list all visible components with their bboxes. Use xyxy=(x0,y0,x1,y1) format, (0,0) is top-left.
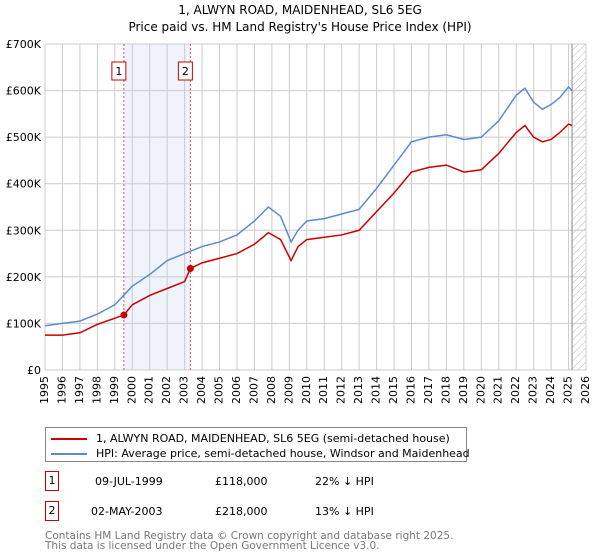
sale-price: £118,000 xyxy=(215,475,268,488)
x-tick-label: 2009 xyxy=(282,376,295,404)
footer: Contains HM Land Registry data © Crown c… xyxy=(45,530,454,552)
x-tick-label: 2003 xyxy=(178,376,191,404)
property-line xyxy=(45,123,573,336)
x-tick-label: 2007 xyxy=(247,376,260,404)
chart-subtitle: Price paid vs. HM Land Registry's House … xyxy=(128,20,471,34)
legend-swatch xyxy=(51,437,87,440)
sale-marker-label: 1 xyxy=(115,65,122,78)
x-tick-label: 2016 xyxy=(404,376,417,404)
legend-label: HPI: Average price, semi-detached house,… xyxy=(96,447,470,460)
x-tick-label: 2025 xyxy=(562,376,575,404)
x-tick-label: 2012 xyxy=(335,376,348,404)
price-chart: 1, ALWYN ROAD, MAIDENHEAD, SL6 5EG Price… xyxy=(6,3,592,404)
chart-title: 1, ALWYN ROAD, MAIDENHEAD, SL6 5EG xyxy=(178,3,422,17)
sale-point xyxy=(186,264,194,272)
y-tick-label: £100K xyxy=(6,317,42,330)
y-tick-label: £300K xyxy=(6,224,42,237)
sale-badge: 2 xyxy=(45,501,59,521)
x-tick-label: 1995 xyxy=(38,376,51,404)
sale-price: £218,000 xyxy=(215,505,268,518)
x-tick-label: 1996 xyxy=(55,376,68,404)
x-tick-label: 2010 xyxy=(300,376,313,404)
x-tick-label: 2000 xyxy=(125,376,138,404)
sale-date: 02-MAY-2003 xyxy=(91,505,163,518)
footer-licence: This data is licensed under the Open Gov… xyxy=(45,540,380,552)
footer-copyright: Contains HM Land Registry data © Crown c… xyxy=(45,530,454,542)
x-tick-label: 2019 xyxy=(457,376,470,404)
legend-item-property: 1, ALWYN ROAD, MAIDENHEAD, SL6 5EG (semi… xyxy=(51,432,450,445)
x-tick-label: 2021 xyxy=(492,376,505,404)
x-tick-label: 2023 xyxy=(527,376,540,404)
sale-marker-badge xyxy=(177,61,193,81)
hpi-line xyxy=(44,85,573,327)
x-tick-label: 2014 xyxy=(370,376,383,404)
x-tick-label: 2024 xyxy=(544,376,557,404)
x-tick-label: 2020 xyxy=(474,376,487,404)
x-tick-label: 2005 xyxy=(213,376,226,404)
sale-point xyxy=(120,311,128,319)
sale-date: 09-JUL-1999 xyxy=(95,475,163,488)
shaded-period xyxy=(123,44,191,370)
sale-marker-badge xyxy=(111,61,127,81)
x-tick-label: 1999 xyxy=(108,376,121,404)
y-tick-label: £200K xyxy=(6,271,42,284)
x-tick-label: 2018 xyxy=(439,376,452,404)
y-tick-label: £0 xyxy=(27,364,41,377)
sale-marker-label: 2 xyxy=(182,65,189,78)
legend-swatch xyxy=(51,452,87,455)
y-tick-label: £500K xyxy=(6,131,42,144)
y-tick-label: £700K xyxy=(6,38,42,51)
x-tick-label: 2011 xyxy=(317,376,330,404)
x-tick-label: 2001 xyxy=(143,376,156,404)
x-tick-label: 1997 xyxy=(73,376,86,404)
sale-hpi-diff: 13% ↓ HPI xyxy=(315,505,374,518)
x-tick-label: 2004 xyxy=(195,376,208,404)
x-tick-label: 2008 xyxy=(265,376,278,404)
x-tick-label: 2002 xyxy=(160,376,173,404)
x-tick-label: 2022 xyxy=(509,376,522,404)
legend-label: 1, ALWYN ROAD, MAIDENHEAD, SL6 5EG (semi… xyxy=(96,432,450,445)
x-tick-label: 1998 xyxy=(90,376,103,404)
x-tick-label: 2015 xyxy=(387,376,400,404)
x-tick-label: 2017 xyxy=(422,376,435,404)
future-hatch xyxy=(572,44,586,370)
sale-badge: 1 xyxy=(45,471,59,491)
y-tick-label: £400K xyxy=(6,178,42,191)
x-tick-label: 2006 xyxy=(230,376,243,404)
sale-hpi-diff: 22% ↓ HPI xyxy=(315,475,374,488)
x-tick-label: 2026 xyxy=(579,376,592,404)
y-tick-label: £600K xyxy=(6,85,42,98)
x-tick-label: 2013 xyxy=(352,376,365,404)
legend-item-hpi: HPI: Average price, semi-detached house,… xyxy=(51,447,470,460)
legend: 1, ALWYN ROAD, MAIDENHEAD, SL6 5EG (semi… xyxy=(45,427,470,462)
